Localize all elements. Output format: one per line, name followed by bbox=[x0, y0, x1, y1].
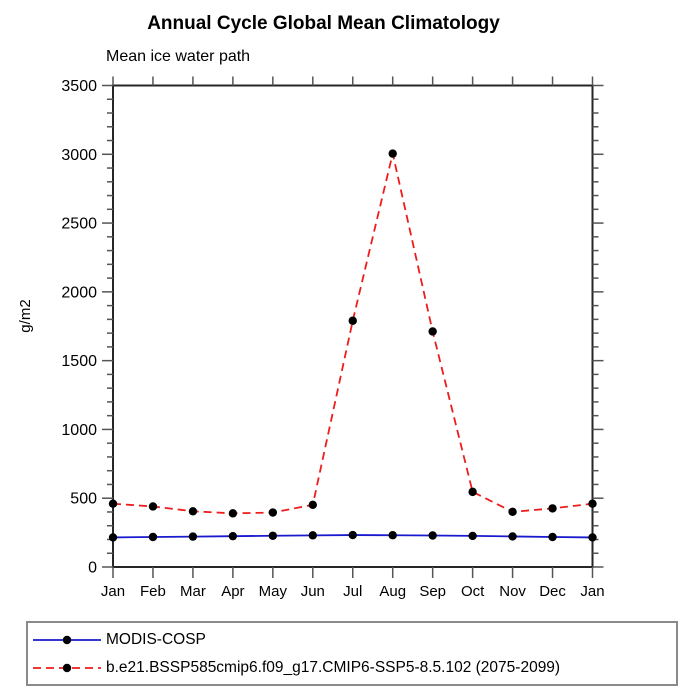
data-point-marker-series-1 bbox=[108, 499, 118, 508]
x-tick-label: Jul bbox=[343, 583, 362, 600]
data-point-marker-series-0 bbox=[348, 530, 357, 540]
data-point-marker-series-0 bbox=[508, 532, 517, 541]
x-tick-label: Sep bbox=[419, 583, 446, 600]
data-point-marker-series-0 bbox=[588, 533, 597, 542]
x-tick-label: Oct bbox=[461, 583, 485, 600]
x-tick-label: Mar bbox=[180, 583, 206, 600]
y-tick-label: 3000 bbox=[61, 147, 97, 164]
plot-area: g/m2 Jan Feb Mar Apr May Jun Jul Aug Sep Oct Nov De… bbox=[17, 76, 605, 600]
chart-title: Annual Cycle Global Mean Climatology bbox=[147, 13, 500, 34]
x-tick-label: Dec bbox=[539, 583, 566, 600]
y-tick-label: 500 bbox=[70, 491, 97, 508]
data-point-marker-series-0 bbox=[468, 531, 477, 541]
x-tick-label: Aug bbox=[379, 583, 406, 600]
x-tick-label: Nov bbox=[499, 583, 526, 600]
chart-subtitle: Mean ice water path bbox=[106, 48, 251, 65]
legend-label-model: b.e21.BSSP585cmip6.f09_g17.CMIP6-SSP5-8.… bbox=[106, 659, 561, 676]
y-axis-title: g/m2 bbox=[17, 299, 34, 332]
x-tick-label: Feb bbox=[140, 583, 166, 600]
legend: MODIS-COSP b.e21.BSSP585cmip6.f09_g17.CM… bbox=[26, 621, 678, 686]
series-line-1 bbox=[112, 153, 593, 515]
data-point-marker-series-1 bbox=[268, 508, 278, 517]
y-tick-label: 1500 bbox=[61, 353, 97, 370]
data-point-marker-series-1 bbox=[228, 509, 238, 518]
data-point-marker-series-1 bbox=[428, 327, 437, 336]
data-point-marker-series-0 bbox=[108, 533, 118, 542]
y-tick-label: 0 bbox=[88, 560, 97, 577]
legend-item-observation: MODIS-COSP bbox=[28, 626, 676, 654]
x-tick-label: Apr bbox=[221, 583, 244, 600]
data-point-marker-series-1 bbox=[188, 507, 198, 516]
y-tick-label: 2000 bbox=[61, 284, 97, 301]
data-point-marker-series-0 bbox=[228, 531, 238, 541]
legend-item-model: b.e21.BSSP585cmip6.f09_g17.CMIP6-SSP5-8.… bbox=[28, 654, 676, 682]
legend-marker-dot bbox=[62, 663, 72, 673]
data-point-marker-series-1 bbox=[308, 500, 317, 510]
data-point-marker-series-0 bbox=[388, 531, 397, 540]
legend-sample-solid-line bbox=[33, 635, 101, 645]
data-point-marker-series-1 bbox=[588, 499, 597, 508]
data-point-marker-series-1 bbox=[148, 502, 158, 511]
y-tick-label: 1000 bbox=[61, 422, 97, 439]
data-point-marker-series-1 bbox=[508, 507, 517, 517]
data-point-marker-series-1 bbox=[348, 316, 357, 325]
data-point-marker-series-0 bbox=[308, 531, 317, 540]
legend-sample-dashed-line bbox=[33, 663, 101, 673]
y-tick-label: 2500 bbox=[61, 216, 97, 233]
data-point-marker-series-1 bbox=[468, 487, 477, 497]
data-point-marker-series-0 bbox=[268, 531, 278, 540]
data-point-marker-series-0 bbox=[428, 531, 437, 540]
legend-marker-dot bbox=[62, 635, 72, 645]
data-point-marker-series-1 bbox=[388, 149, 397, 158]
x-tick-label: Jan bbox=[580, 583, 604, 600]
x-tick-label: Jan bbox=[101, 583, 125, 600]
plot-border bbox=[112, 84, 594, 568]
data-point-marker-series-0 bbox=[188, 532, 198, 541]
x-tick-label: May bbox=[259, 583, 288, 600]
y-tick-label: 3500 bbox=[61, 78, 97, 95]
data-point-marker-series-0 bbox=[548, 532, 557, 542]
data-point-marker-series-0 bbox=[148, 532, 158, 542]
data-point-marker-series-1 bbox=[548, 504, 557, 513]
legend-label-observation: MODIS-COSP bbox=[106, 631, 206, 648]
x-tick-label: Jun bbox=[301, 583, 325, 600]
